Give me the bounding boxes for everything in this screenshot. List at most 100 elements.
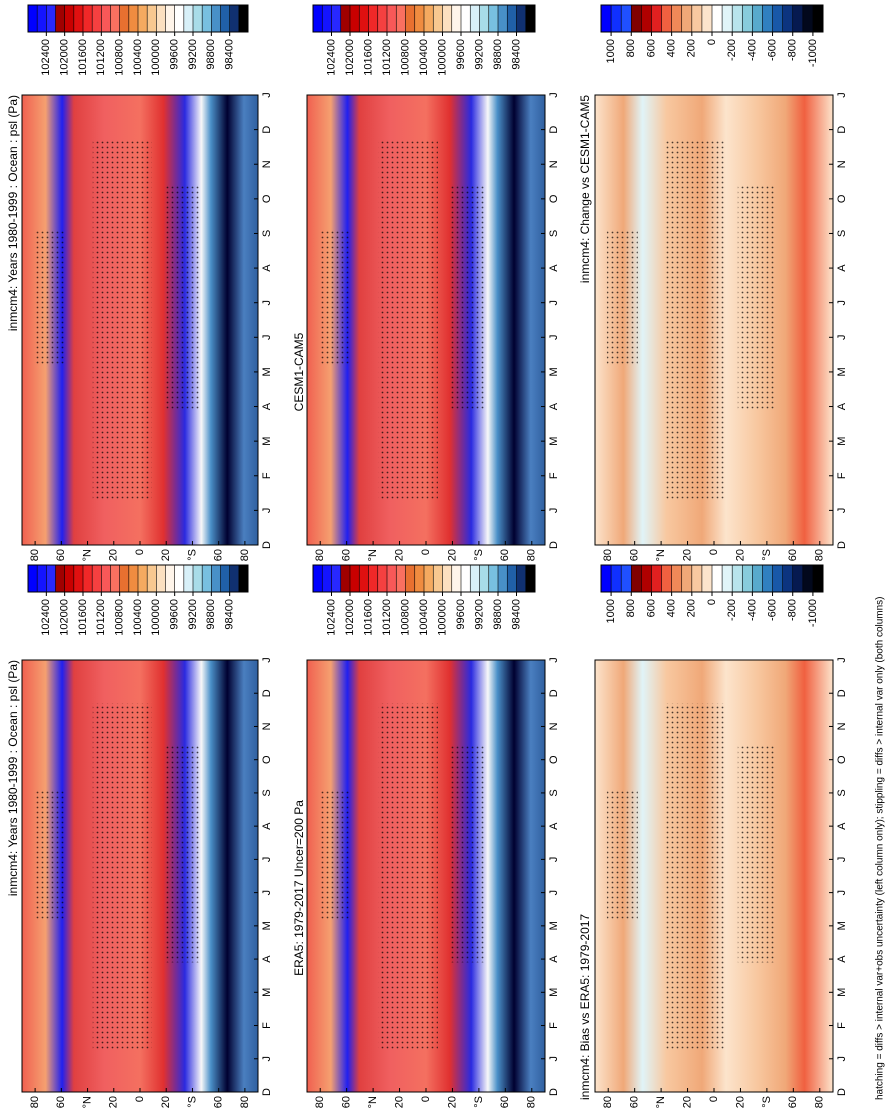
month-label: S (261, 789, 273, 796)
colorbar-cell (202, 5, 212, 32)
colorbar-tick-label: 100000 (150, 599, 162, 636)
month-label: N (836, 160, 848, 168)
colorbar-tick-label: 101200 (95, 599, 107, 636)
colorbar-cell (92, 5, 102, 32)
colorbar-tick-label: 1000 (605, 599, 617, 623)
month-label: F (836, 1022, 848, 1029)
colorbar-cell (229, 5, 240, 32)
colorbar-cell (183, 565, 194, 592)
month-label: J (836, 657, 848, 663)
colorbar-cell (128, 565, 139, 592)
month-label: M (548, 921, 560, 930)
month-label: M (836, 921, 848, 930)
colorbar-cell (651, 565, 662, 592)
colorbar-cell (782, 565, 794, 592)
colorbar-tick-label: 400 (666, 599, 678, 617)
colorbar-tick-label: 100800 (114, 39, 126, 76)
month-label: J (261, 1056, 273, 1062)
colorbar-cell (138, 5, 148, 32)
colorbar-tick-label: 102400 (325, 599, 337, 636)
month-label: M (261, 988, 273, 997)
colorbar-cell (220, 565, 230, 592)
colorbar-tick-label: 100800 (399, 599, 411, 636)
lat-tick-label: 20 (734, 549, 746, 561)
colorbar-cell (377, 565, 388, 592)
colorbar-cell (661, 565, 672, 592)
month-label: D (261, 689, 273, 697)
month-label: S (261, 230, 273, 237)
colorbar-cell (752, 5, 763, 32)
colorbar-tick-label: 98400 (510, 39, 522, 70)
colorbar-cell (377, 5, 388, 32)
colorbar-cell (183, 5, 194, 32)
colorbar-cell (55, 565, 65, 592)
colorbar-tick-label: 0 (706, 599, 718, 605)
month-label: S (548, 789, 560, 796)
colorbar-cell (368, 565, 379, 592)
colorbar-tick-label: -200 (726, 599, 738, 621)
lat-tick-label: 80 (602, 549, 614, 561)
month-label: J (548, 300, 560, 306)
colorbar-cell (147, 565, 157, 592)
colorbar-cell (83, 565, 93, 592)
month-label: A (548, 822, 560, 830)
month-label: J (261, 890, 273, 896)
month-label: N (261, 722, 273, 730)
colorbar-cell (802, 5, 814, 32)
colorbar-tick-label: 99200 (187, 599, 199, 630)
colorbar-tick-label: 800 (625, 599, 637, 617)
colorbar-cell (451, 5, 462, 32)
colorbar-cell (732, 565, 743, 592)
lat-tick-label: 20 (393, 549, 405, 561)
month-label: D (836, 541, 848, 549)
month-label: F (261, 472, 273, 479)
colorbar-cell (641, 565, 652, 592)
colorbar-cell (128, 5, 139, 32)
colorbar-tick-label: 99600 (455, 599, 467, 630)
month-label: S (836, 789, 848, 796)
colorbar-tick-label: 101600 (77, 39, 89, 76)
month-label: J (548, 857, 560, 863)
colorbar-cell (812, 565, 824, 592)
month-label: J (548, 508, 560, 514)
colorbar-cell (156, 565, 166, 592)
month-label: D (836, 126, 848, 134)
colorbar-cell (601, 565, 612, 592)
lat-tick-label: 80 (526, 1096, 538, 1108)
lat-tick-label: °N (655, 1096, 667, 1108)
month-label: A (836, 264, 848, 272)
colorbar-cell (525, 5, 536, 32)
colorbar-cell (661, 5, 672, 32)
month-label: D (548, 1088, 560, 1096)
month-label: S (836, 230, 848, 237)
lat-tick-label: °N (655, 549, 667, 561)
month-label: A (836, 955, 848, 963)
colorbar-cell (762, 565, 773, 592)
colorbar-tick-label: 101600 (362, 39, 374, 76)
month-label: A (836, 402, 848, 410)
colorbar-cell (387, 5, 397, 32)
colorbar-cell (220, 5, 230, 32)
stippling (449, 746, 486, 963)
colorbar-cell (331, 5, 342, 32)
colorbar-cell (138, 565, 148, 592)
month-label: D (261, 1088, 273, 1096)
colorbar-tick-label: 200 (686, 599, 698, 617)
colorbar-cell (691, 5, 703, 32)
colorbar-cell (461, 5, 471, 32)
colorbar-tick-label: 99600 (169, 599, 181, 630)
colorbar-tick-label: -400 (746, 599, 758, 621)
month-label: O (548, 194, 560, 203)
colorbar-cell (461, 565, 471, 592)
colorbar-tick-label: 98800 (205, 599, 217, 630)
colorbar-cell (46, 5, 56, 32)
colorbar-tick-label: 102000 (59, 599, 71, 636)
lat-tick-label: °N (367, 1096, 379, 1108)
colorbar-tick-label: 99200 (473, 39, 485, 70)
lat-tick-label: °S (186, 549, 198, 561)
month-label: F (836, 472, 848, 479)
month-label: M (836, 437, 848, 446)
colorbar-tick-label: -800 (787, 599, 799, 621)
panel-title: inmcm4: Change vs CESM1-CAM5 (578, 95, 592, 283)
colorbar-cell (516, 565, 527, 592)
